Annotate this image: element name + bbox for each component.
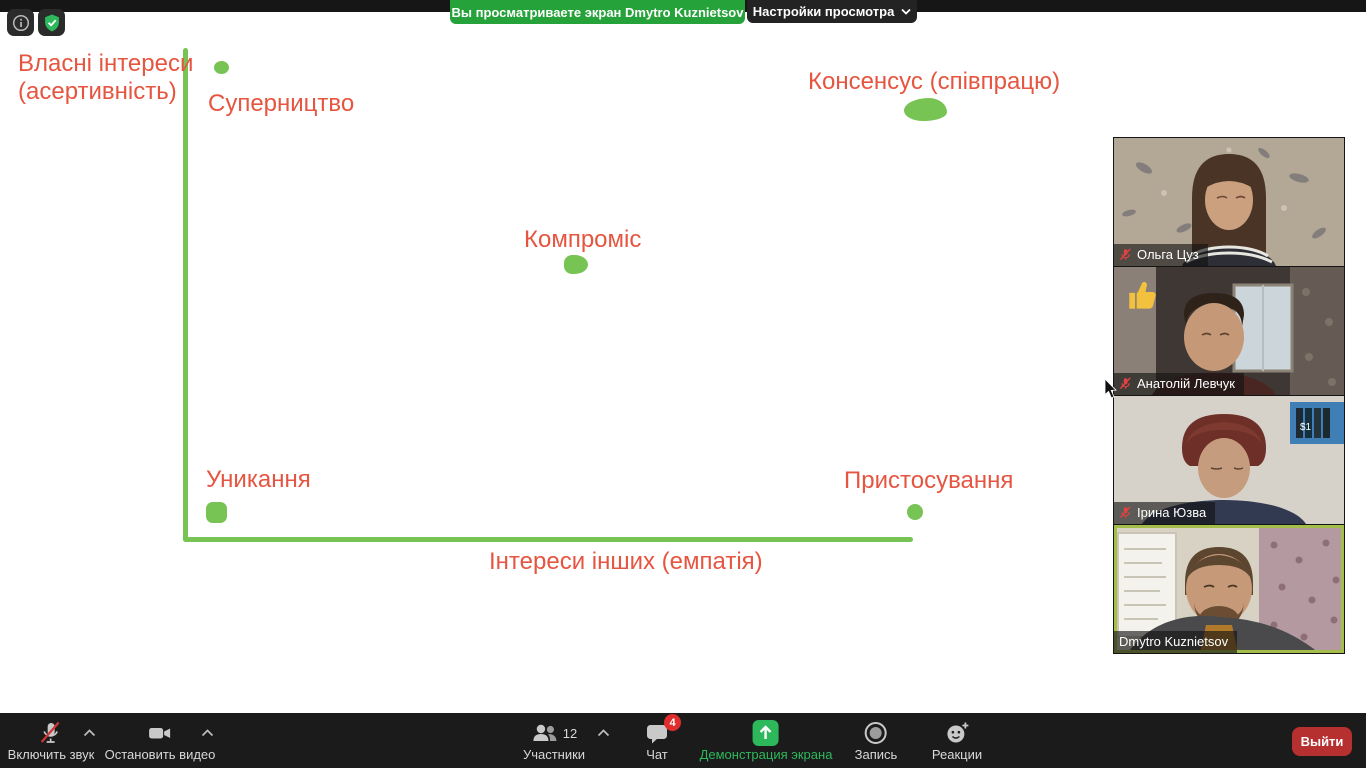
participants-label: Участники	[522, 747, 586, 762]
audio-options-chevron[interactable]	[83, 724, 96, 742]
reactions-smiley-icon	[947, 722, 969, 743]
participant-name-tag: Ольга Цуз	[1114, 244, 1208, 266]
share-screen-icon	[753, 720, 779, 746]
participants-video-panel: Ольга Цуз	[1113, 137, 1345, 654]
marker-accommodation	[907, 504, 923, 520]
participant-tile-dmytro[interactable]: Dmytro Kuznietsov	[1114, 525, 1344, 653]
svg-text:$1: $1	[1300, 422, 1312, 433]
muted-mic-icon	[1119, 248, 1131, 261]
share-screen-label: Демонстрация экрана	[699, 747, 833, 762]
meeting-toolbar: Включить звук Остановить видео 12 Участн…	[0, 713, 1366, 768]
info-icon	[12, 14, 29, 31]
label-compromise: Компроміс	[524, 226, 642, 253]
participant-tile-iryna[interactable]: $1 Ірина Юзва	[1114, 396, 1344, 524]
camera-icon	[149, 728, 171, 739]
view-settings-dropdown[interactable]: Настройки просмотра	[747, 0, 917, 23]
muted-mic-icon	[1119, 506, 1131, 519]
encryption-status-button[interactable]	[38, 9, 65, 36]
reactions-button[interactable]: Реакции	[932, 719, 982, 762]
record-label: Запись	[854, 747, 898, 762]
label-avoidance: Уникання	[206, 466, 311, 493]
screen-share-banner: Вы просматриваете экран Dmytro Kuznietso…	[450, 0, 745, 24]
marker-consensus	[904, 98, 947, 121]
participant-name-tag: Анатолій Левчук	[1114, 373, 1244, 395]
participants-icon	[533, 724, 557, 741]
stop-video-label: Остановить видео	[104, 747, 216, 762]
chat-label: Чат	[646, 747, 668, 762]
meeting-info-button[interactable]	[7, 9, 34, 36]
participant-tile-anatolii[interactable]: Анатолій Левчук	[1114, 267, 1344, 395]
leave-meeting-button[interactable]: Выйти	[1292, 727, 1352, 756]
stop-video-button[interactable]: Остановить видео	[104, 719, 216, 762]
diagram-x-axis	[183, 537, 913, 542]
muted-mic-icon	[1119, 377, 1131, 390]
unmute-label: Включить звук	[7, 747, 95, 762]
y-axis-label: Власні інтереси (асертивність)	[18, 50, 194, 105]
view-settings-label: Настройки просмотра	[752, 4, 895, 19]
participant-name-tag: Dmytro Kuznietsov	[1114, 631, 1238, 653]
chat-unread-badge: 4	[664, 714, 681, 731]
participants-button[interactable]: 12 Участники	[523, 719, 585, 762]
chevron-down-icon	[901, 8, 911, 15]
x-axis-label: Інтереси інших (емпатія)	[489, 548, 763, 575]
record-button[interactable]: Запись	[854, 719, 898, 762]
chat-button[interactable]: 4 Чат	[645, 714, 681, 762]
share-screen-button[interactable]: Демонстрация экрана	[699, 719, 833, 762]
marker-competition	[214, 61, 229, 74]
participant-name-tag: Ірина Юзва	[1114, 502, 1216, 524]
diagram-y-axis	[183, 48, 188, 541]
participant-tile-olga[interactable]: Ольга Цуз	[1114, 138, 1344, 266]
thumbs-up-reaction	[1124, 277, 1162, 320]
muted-mic-icon	[41, 721, 60, 743]
chat-icon	[647, 725, 667, 744]
label-competition: Суперництво	[208, 90, 355, 117]
marker-compromise	[564, 255, 588, 274]
reactions-label: Реакции	[931, 747, 983, 762]
marker-avoidance	[206, 502, 227, 523]
label-consensus: Консенсус (співпрацю)	[808, 68, 1061, 95]
video-options-chevron[interactable]	[201, 724, 214, 742]
record-icon	[865, 722, 887, 744]
screen-share-banner-text: Вы просматриваете экран Dmytro Kuznietso…	[451, 4, 744, 20]
participants-options-chevron[interactable]	[597, 724, 610, 742]
shield-check-icon	[44, 14, 59, 31]
label-accommodation: Пристосування	[844, 467, 1014, 494]
participants-count: 12	[562, 725, 578, 741]
unmute-button[interactable]: Включить звук	[7, 719, 95, 762]
